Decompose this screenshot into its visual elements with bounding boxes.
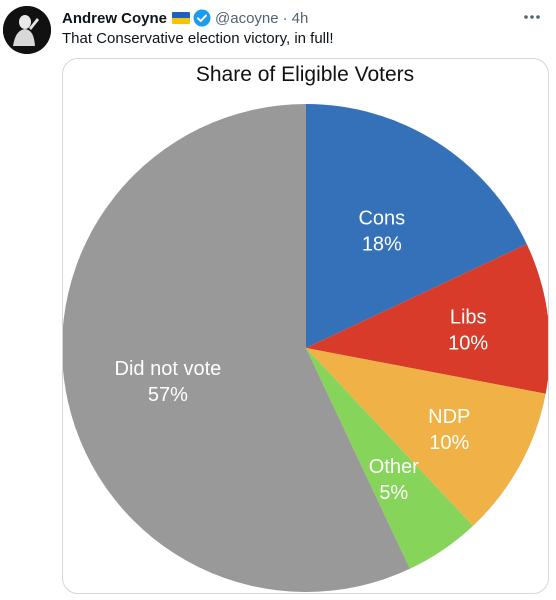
pie-slice-did-not-vote xyxy=(63,104,410,592)
slice-value-libs: 10% xyxy=(448,333,488,355)
pie-slice-libs xyxy=(306,244,548,394)
pie-labels: Cons 18% Libs 10% NDP 10% Other 5% Did not vote 5… xyxy=(115,208,489,505)
slice-label-other: Other xyxy=(369,456,419,478)
pie-slice-ndp xyxy=(306,348,546,526)
tweet-header: Andrew Coyne @acoyne · 4h xyxy=(62,8,308,28)
slice-value-cons: 18% xyxy=(362,234,402,256)
slice-label-ndp: NDP xyxy=(428,406,470,428)
tweet-timestamp[interactable]: 4h xyxy=(291,9,309,27)
slice-label-cons: Cons xyxy=(358,208,405,230)
avatar-image xyxy=(3,6,51,54)
pie-slice-other xyxy=(306,348,474,569)
avatar[interactable] xyxy=(3,6,51,54)
slice-label-libs: Libs xyxy=(450,307,487,329)
author-handle[interactable]: @acoyne xyxy=(215,9,279,27)
more-options-button[interactable] xyxy=(520,8,544,26)
pie-slices xyxy=(63,104,548,592)
author-name[interactable]: Andrew Coyne xyxy=(62,9,168,27)
verified-badge-icon xyxy=(193,9,211,27)
more-options-icon xyxy=(524,15,540,19)
pie-chart: Share of Eligible Voters Cons 18% Libs 10% N… xyxy=(63,63,548,592)
slice-value-other: 5% xyxy=(379,482,408,504)
slice-value-ndp: 10% xyxy=(429,432,469,454)
tweet-media-chart[interactable]: Share of Eligible Voters Cons 18% Libs 10% N… xyxy=(62,58,549,594)
chart-title: Share of Eligible Voters xyxy=(196,63,414,86)
pie-slice-cons xyxy=(306,104,527,348)
slice-value-did-not-vote: 57% xyxy=(148,384,188,406)
slice-label-did-not-vote: Did not vote xyxy=(115,358,222,380)
ukraine-flag-icon xyxy=(172,12,191,24)
tweet-text: That Conservative election victory, in f… xyxy=(62,30,334,47)
separator-dot: · xyxy=(282,9,288,27)
